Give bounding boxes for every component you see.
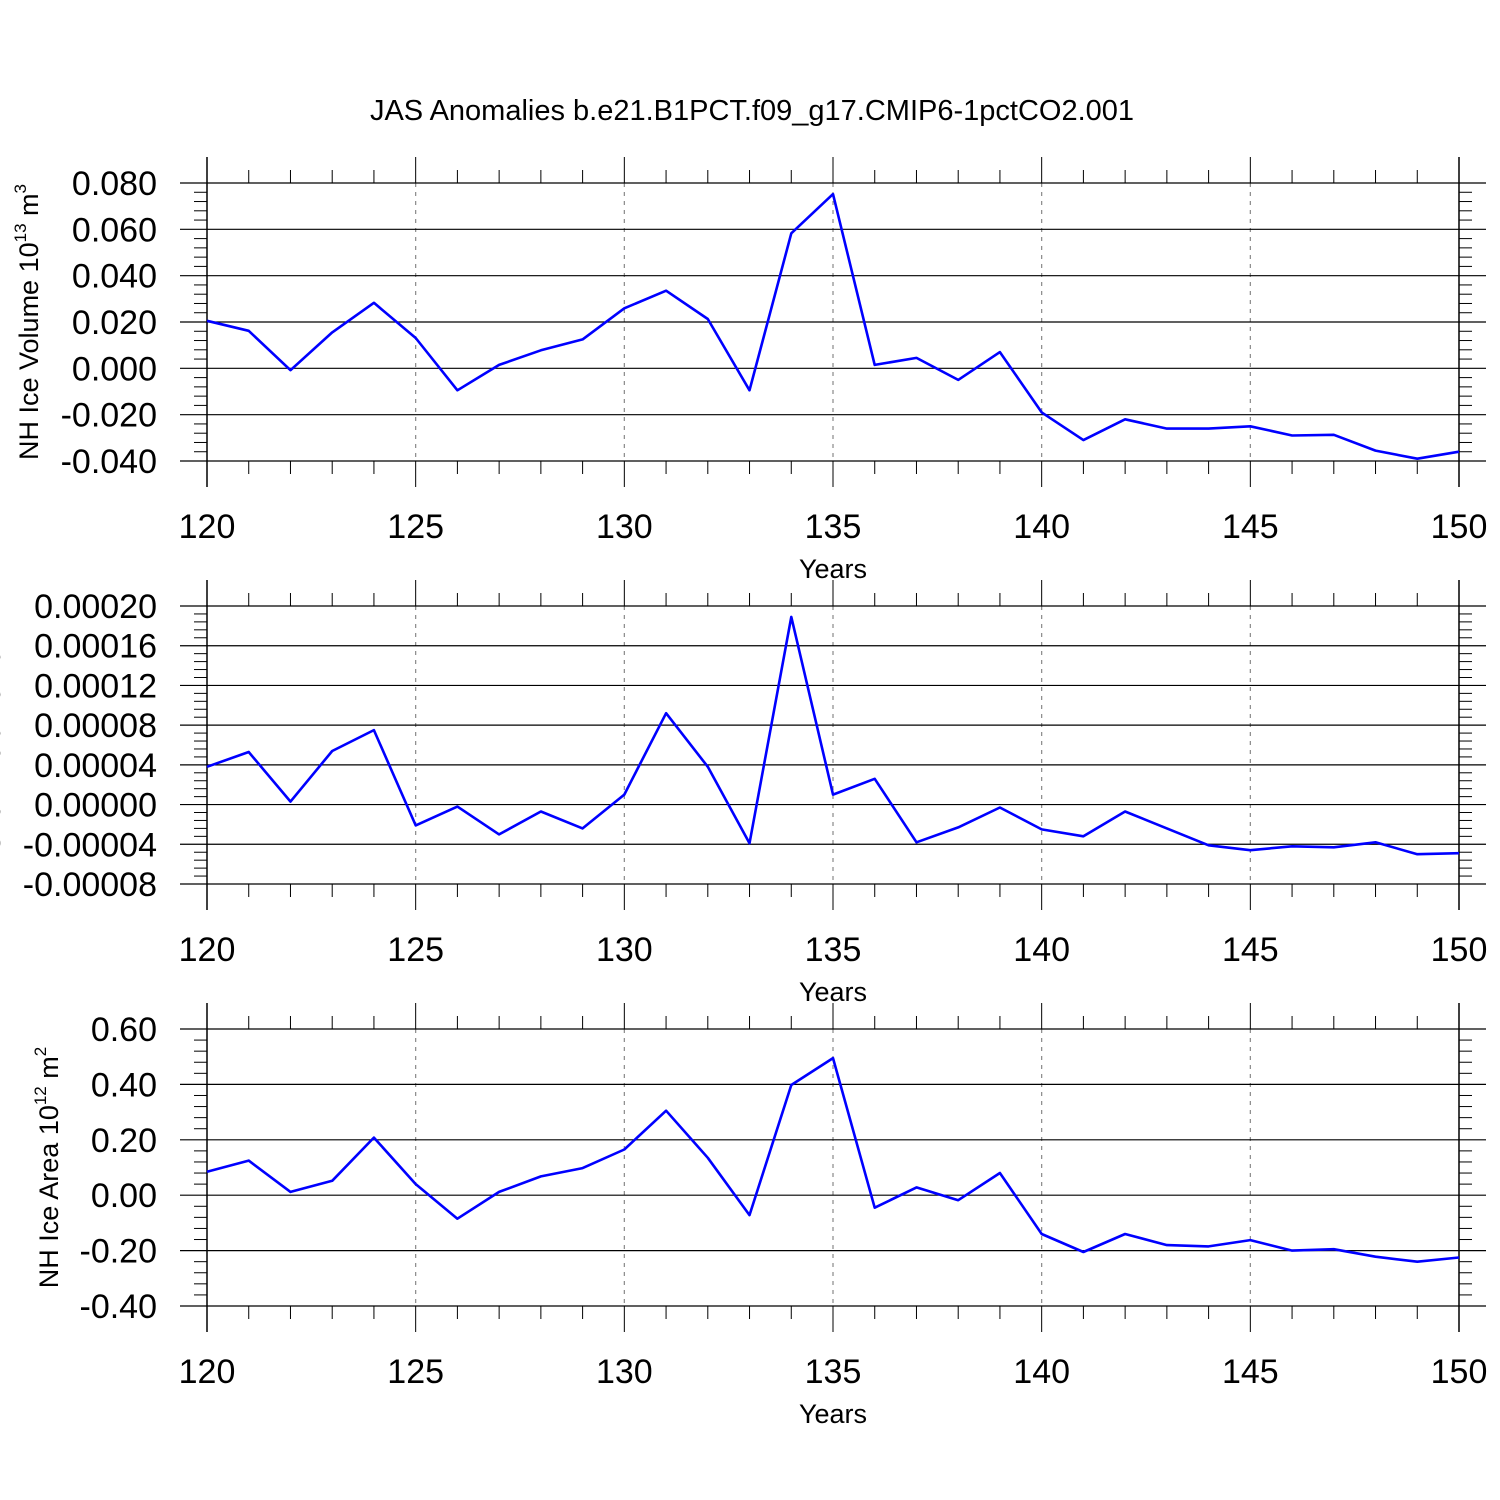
y-axis-title-text: NH Snow Volume 10 xyxy=(0,650,6,899)
x-tick-label: 130 xyxy=(596,1353,653,1391)
y-tick-label: 0.080 xyxy=(72,165,157,203)
y-tick-label: 0.000 xyxy=(72,350,157,388)
chart-title: JAS Anomalies b.e21.B1PCT.f09_g17.CMIP6-… xyxy=(370,95,1134,127)
y-axis-title-unit: m xyxy=(14,193,44,223)
y-tick-label: -0.040 xyxy=(61,443,157,481)
y-tick-label: -0.00008 xyxy=(23,866,157,904)
x-tick-label: 125 xyxy=(387,931,444,969)
y-tick-label: 0.060 xyxy=(72,211,157,249)
chart-panel-3: -0.40 -0.20 0.00 0.20 0.40 0.60 120 125 130 135 14… xyxy=(31,1003,1487,1429)
x-tick-label: 145 xyxy=(1222,508,1279,546)
y-axis-title: NH Ice Volume 1013 m3 xyxy=(11,184,44,460)
y-tick-label: -0.020 xyxy=(61,397,157,435)
y-tick-label: 0.20 xyxy=(91,1122,157,1160)
y-tick-label: 0.00012 xyxy=(34,667,157,705)
x-tick-label: 130 xyxy=(596,508,653,546)
y-tick-label: 0.40 xyxy=(91,1066,157,1104)
y-tick-label: 0.00000 xyxy=(34,787,157,825)
x-tick-label: 140 xyxy=(1013,508,1070,546)
y-axis-title-unit: m xyxy=(34,1056,64,1086)
x-tick-label: 140 xyxy=(1013,1353,1070,1391)
y-axis-title-text: NH Ice Area 10 xyxy=(34,1105,64,1288)
x-tick-label: 125 xyxy=(387,1353,444,1391)
x-tick-label: 135 xyxy=(805,508,862,546)
x-tick-label: 150 xyxy=(1431,931,1488,969)
y-axis-title-exponent: 12 xyxy=(31,1086,50,1105)
y-axis-title-exponent: 13 xyxy=(11,223,30,242)
y-axis-title: NH Snow Volume 1013 m3 xyxy=(0,591,6,899)
y-axis-title: NH Ice Area 1012 m2 xyxy=(31,1047,64,1288)
y-tick-label: 0.00008 xyxy=(34,707,157,745)
y-tick-label: 0.040 xyxy=(72,258,157,296)
y-axis-title-unit: m xyxy=(0,601,6,631)
x-tick-label: 150 xyxy=(1431,508,1488,546)
chart-panel-2: -0.00008-0.000040.000000.000040.000080.0… xyxy=(0,580,1487,1007)
x-tick-label: 150 xyxy=(1431,1353,1488,1391)
chart-panel-1: -0.040 -0.020 0.000 0.020 0.040 0.060 0.080 120… xyxy=(11,157,1487,584)
y-tick-label: 0.00004 xyxy=(34,747,157,785)
y-axis-title-unit-exponent: 2 xyxy=(31,1047,50,1056)
x-tick-label: 140 xyxy=(1013,931,1070,969)
y-tick-label: 0.020 xyxy=(72,304,157,342)
x-tick-label: 120 xyxy=(179,1353,236,1391)
x-tick-label: 120 xyxy=(179,508,236,546)
x-axis-title: Years xyxy=(799,977,867,1007)
x-tick-label: 130 xyxy=(596,931,653,969)
x-tick-label: 145 xyxy=(1222,1353,1279,1391)
y-tick-label: 0.60 xyxy=(91,1011,157,1049)
y-tick-label: 0.00 xyxy=(91,1177,157,1215)
x-tick-label: 145 xyxy=(1222,931,1279,969)
y-tick-label: -0.40 xyxy=(80,1288,158,1326)
x-axis-title: Years xyxy=(799,554,867,584)
x-tick-label: 125 xyxy=(387,508,444,546)
series-line xyxy=(206,1056,1460,1263)
y-tick-label: -0.00004 xyxy=(23,826,157,864)
y-tick-label: 0.00016 xyxy=(34,628,157,666)
y-tick-label: -0.20 xyxy=(80,1233,158,1271)
x-axis-title: Years xyxy=(799,1399,867,1429)
x-tick-label: 135 xyxy=(805,1353,862,1391)
y-tick-label: 0.00020 xyxy=(34,588,157,626)
x-tick-label: 120 xyxy=(179,931,236,969)
x-tick-label: 135 xyxy=(805,931,862,969)
y-axis-title-unit-exponent: 3 xyxy=(11,184,30,193)
y-axis-title-text: NH Ice Volume 10 xyxy=(14,242,44,460)
